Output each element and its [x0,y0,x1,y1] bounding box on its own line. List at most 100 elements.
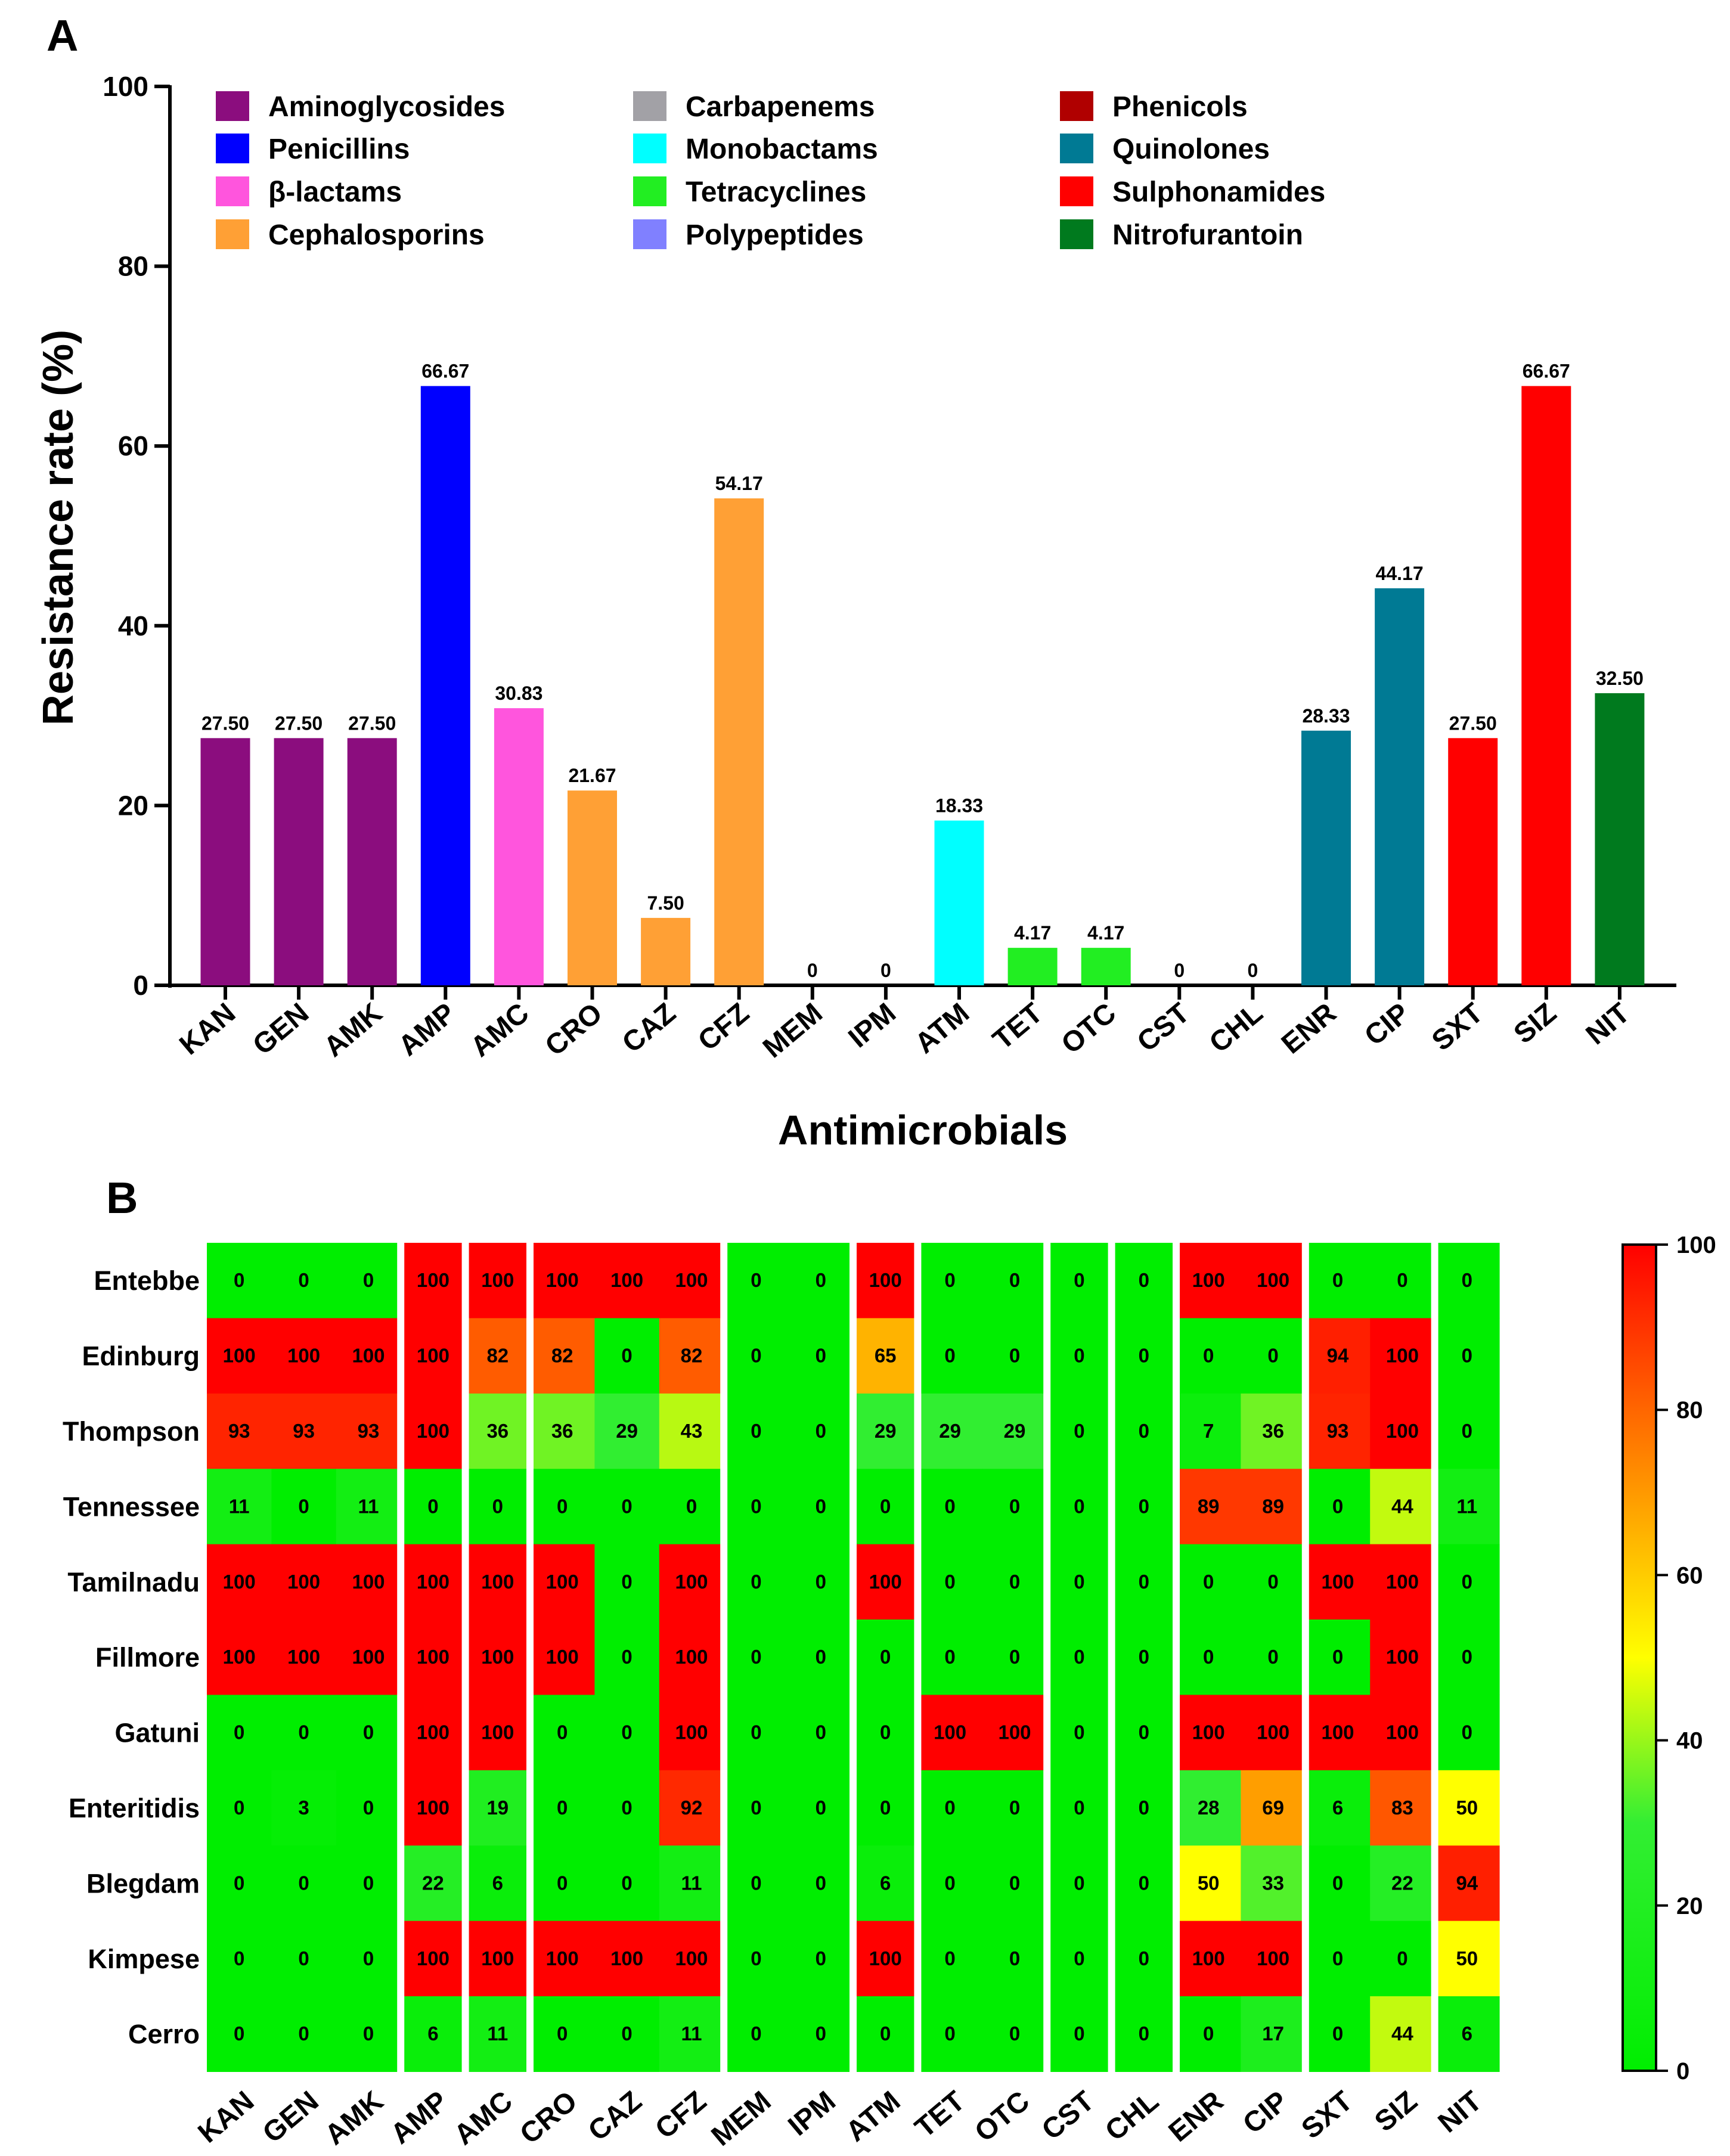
heatmap-cell-value: 65 [875,1345,897,1367]
heatmap-cell-value: 100 [417,1420,449,1442]
heatmap-column-label: SIZ [1369,2085,1423,2138]
heatmap-cell-value: 100 [352,1646,385,1668]
heatmap-cell-value: 0 [944,2022,955,2045]
heatmap: 0 0 0 100 100 100 100 100 0 0 100 0 0 0 0 100 100 0 0 0 100 1… [63,1242,1500,2152]
heatmap-cell-value: 29 [939,1420,961,1442]
heatmap-cell-value: 0 [492,1495,503,1517]
legend-swatch-phenicols [1060,91,1093,121]
heatmap-cell [982,1845,1047,1922]
heatmap-cell [853,1393,918,1469]
heatmap-cell [401,1921,466,1997]
heatmap-cell-value: 7 [1203,1420,1214,1442]
heatmap-cell [594,1620,660,1695]
heatmap-cell-value: 100 [417,1571,449,1593]
heatmap-cell [1370,1921,1436,1997]
heatmap-cell-value: 0 [298,1947,309,1969]
heatmap-cell-value: 0 [880,1721,891,1744]
heatmap-cell-value: 0 [1203,1571,1214,1593]
heatmap-cell [1305,1845,1371,1922]
heatmap-cell-value: 92 [681,1797,703,1819]
legend-swatch-polypeptides [633,219,666,249]
heatmap-cell [917,1921,983,1997]
heatmap-cell-value: 0 [363,1797,374,1819]
heatmap-cell-value: 0 [1332,1947,1343,1969]
heatmap-cell [465,1469,531,1545]
heatmap-cell [1111,1318,1177,1394]
legend-swatch-cephalosporins [216,219,249,249]
heatmap-cell-value: 93 [358,1420,380,1442]
heatmap-cell-value: 0 [1074,1571,1084,1593]
heatmap-cell-value: 0 [1009,1269,1020,1291]
heatmap-cell-value: 89 [1262,1495,1284,1517]
heatmap-cell [1111,1695,1177,1771]
heatmap-cell [1241,1469,1306,1545]
bar-enr [1301,730,1351,985]
heatmap-cell [1241,1770,1306,1846]
heatmap-cell [271,1318,337,1394]
x-tick-label: CFZ [692,997,755,1057]
legend-label: Aminoglycosides [268,91,505,123]
heatmap-cell-value: 50 [1198,1872,1220,1894]
heatmap-cell-value: 0 [1397,1947,1407,1969]
heatmap-column-label: AMC [448,2085,519,2151]
heatmap-cell-value: 22 [1391,1872,1413,1894]
heatmap-cell-value: 0 [816,1420,826,1442]
heatmap-cell-value: 0 [363,1947,374,1969]
heatmap-cell [1047,1921,1112,1997]
heatmap-cell [207,1770,272,1846]
heatmap-cell [207,1469,272,1545]
bar-value-label: 44.17 [1376,563,1424,584]
heatmap-cell-value: 0 [751,1345,761,1367]
heatmap-cell [724,1469,789,1545]
heatmap-cell-value: 0 [751,1646,761,1668]
x-tick-label: CRO [540,997,609,1062]
heatmap-cell-value: 0 [1139,1345,1149,1367]
heatmap-cell-value: 82 [551,1345,573,1367]
heatmap-cell-value: 0 [816,1646,826,1668]
heatmap-cell-value: 6 [1332,1797,1343,1819]
heatmap-cell-value: 0 [686,1495,697,1517]
heatmap-cell [917,1393,983,1469]
x-tick-label: CAZ [616,997,682,1059]
heatmap-cell-value: 0 [751,1269,761,1291]
bar-value-label: 27.50 [1449,712,1497,734]
heatmap-cell [1176,1318,1241,1394]
heatmap-cell [917,1544,983,1620]
heatmap-cell [917,1243,983,1319]
heatmap-cell-value: 0 [880,2022,891,2045]
heatmap-cell [530,1996,595,2072]
heatmap-column-label: OTC [969,2085,1035,2148]
colorbar-tick-label: 20 [1676,1893,1703,1919]
heatmap-cell [982,1243,1047,1319]
heatmap-cell [982,1469,1047,1545]
x-tick-label: CIP [1359,997,1415,1052]
heatmap-cell-value: 0 [363,1872,374,1894]
heatmap-cell [1370,1393,1436,1469]
heatmap-column-label: CAZ [582,2085,648,2147]
heatmap-cell [1305,1544,1371,1620]
heatmap-cell [401,1243,466,1319]
bar-siz [1521,386,1571,985]
heatmap-cell [1370,1695,1436,1771]
heatmap-cell [917,1996,983,2072]
heatmap-cell-value: 89 [1198,1495,1220,1517]
heatmap-cell-value: 100 [481,1947,514,1969]
heatmap-cell-value: 0 [1074,1721,1084,1744]
heatmap-cell [594,1243,660,1319]
heatmap-cell-value: 100 [998,1721,1031,1744]
heatmap-cell-value: 19 [486,1797,509,1819]
heatmap-cell [1047,1996,1112,2072]
heatmap-cell [982,1318,1047,1394]
heatmap-cell [336,1318,401,1394]
heatmap-cell [465,1695,531,1771]
heatmap-cell [530,1469,595,1545]
heatmap-cell [982,1544,1047,1620]
heatmap-cell [853,1921,918,1997]
heatmap-cell-value: 0 [234,1797,244,1819]
legend-swatch-monobactams [633,134,666,163]
heatmap-cell [1305,1921,1371,1997]
heatmap-cell [853,1695,918,1771]
x-tick-label: SIZ [1508,997,1562,1050]
heatmap-cell-value: 29 [875,1420,897,1442]
heatmap-cell [788,1770,854,1846]
